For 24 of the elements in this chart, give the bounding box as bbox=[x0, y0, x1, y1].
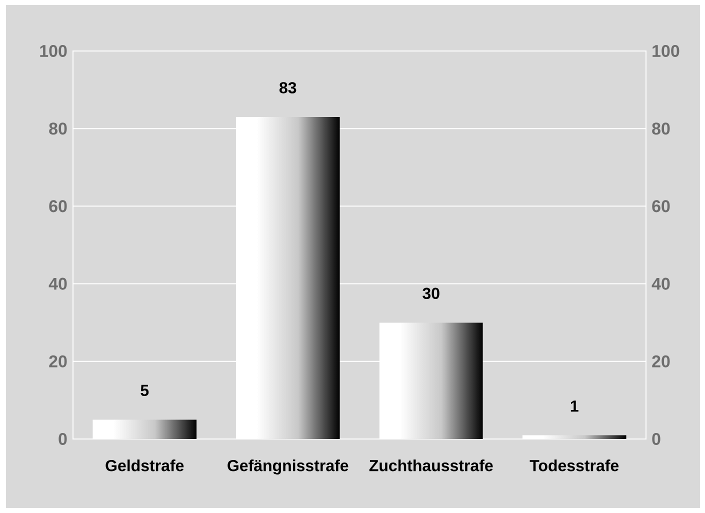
y2-tick-label: 60 bbox=[652, 200, 670, 212]
data-label: 1 bbox=[570, 400, 578, 412]
y-tick-label: 100 bbox=[40, 44, 67, 58]
y-tick-label: 80 bbox=[49, 122, 67, 135]
bar bbox=[236, 116, 340, 439]
bar bbox=[522, 435, 626, 439]
y-tick-label: 0 bbox=[58, 432, 67, 446]
y2-tick-label: 40 bbox=[652, 278, 670, 290]
y-tick-label: 20 bbox=[49, 355, 67, 368]
x-tick-label: Gefängnisstrafe bbox=[228, 460, 348, 474]
y2-tick-label: 80 bbox=[652, 122, 670, 135]
data-label: 5 bbox=[140, 384, 149, 396]
y-tick-label: 40 bbox=[48, 278, 67, 290]
y-tick-label: 60 bbox=[49, 200, 67, 212]
y2-tick-label: 100 bbox=[652, 44, 680, 58]
y2-tick-label: 0 bbox=[652, 432, 660, 446]
x-tick-label: Zuchthausstrafe bbox=[369, 460, 493, 472]
bar bbox=[379, 322, 483, 439]
y2-tick-label: 20 bbox=[652, 355, 670, 368]
data-label: 30 bbox=[422, 288, 440, 300]
x-tick-label: Geldstrafe bbox=[106, 460, 184, 472]
x-tick-label: Todesstrafe bbox=[530, 460, 619, 472]
bar bbox=[92, 420, 197, 439]
data-label: 83 bbox=[279, 82, 296, 94]
